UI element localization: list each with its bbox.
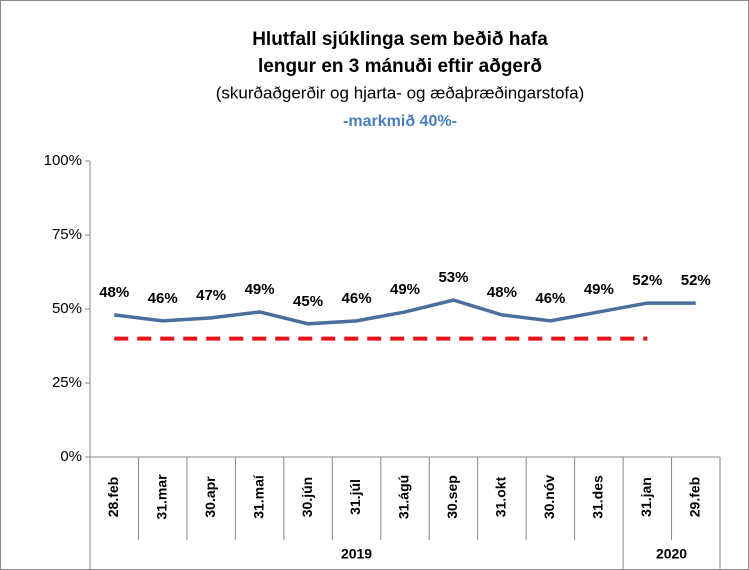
data-label: 45% <box>293 293 323 310</box>
data-label: 46% <box>342 290 372 307</box>
data-label: 49% <box>390 281 420 298</box>
x-tick-label: 30.jún <box>299 477 315 517</box>
data-label: 52% <box>681 272 711 289</box>
x-tick-label: 31.jan <box>638 477 654 517</box>
chart-subtitle: (skurðaðgerðir og hjarta- og æðaþræðinga… <box>216 83 585 102</box>
x-tick-label: 30.apr <box>202 476 218 518</box>
x-tick-label: 31.des <box>590 475 606 519</box>
y-tick-label: 100% <box>44 152 82 169</box>
chart-title: Hlutfall sjúklinga sem beðið hafa <box>252 29 548 50</box>
group-label: 2020 <box>656 546 687 562</box>
y-tick-label: 25% <box>52 374 82 391</box>
y-tick-label: 0% <box>60 448 82 465</box>
chart-title: lengur en 3 mánuði eftir aðgerð <box>258 56 542 77</box>
x-tick-label: 31.júl <box>347 479 363 515</box>
data-label: 47% <box>196 287 226 304</box>
group-label: 2019 <box>341 546 372 562</box>
y-tick-label: 75% <box>52 226 82 243</box>
x-tick-label: 31.okt <box>493 476 509 517</box>
x-tick-label: 31.mar <box>153 474 169 520</box>
x-tick-label: 30.sep <box>444 475 460 519</box>
x-tick-label: 28.feb <box>105 477 121 517</box>
data-label: 52% <box>632 272 662 289</box>
data-label: 49% <box>584 281 614 298</box>
data-label: 46% <box>535 290 565 307</box>
x-tick-label: 29.feb <box>686 477 702 517</box>
data-label: 53% <box>438 269 468 286</box>
x-tick-label: 31.ágú <box>396 475 412 519</box>
x-tick-label: 30.nóv <box>541 475 557 520</box>
data-label: 48% <box>487 284 517 301</box>
data-label: 49% <box>245 281 275 298</box>
annotation: -markmið 40%- <box>343 113 457 130</box>
line-series <box>114 298 696 326</box>
data-label: 48% <box>99 284 129 301</box>
data-label: 46% <box>148 290 178 307</box>
x-tick-label: 31.maí <box>250 474 266 519</box>
y-tick-label: 50% <box>52 300 82 317</box>
